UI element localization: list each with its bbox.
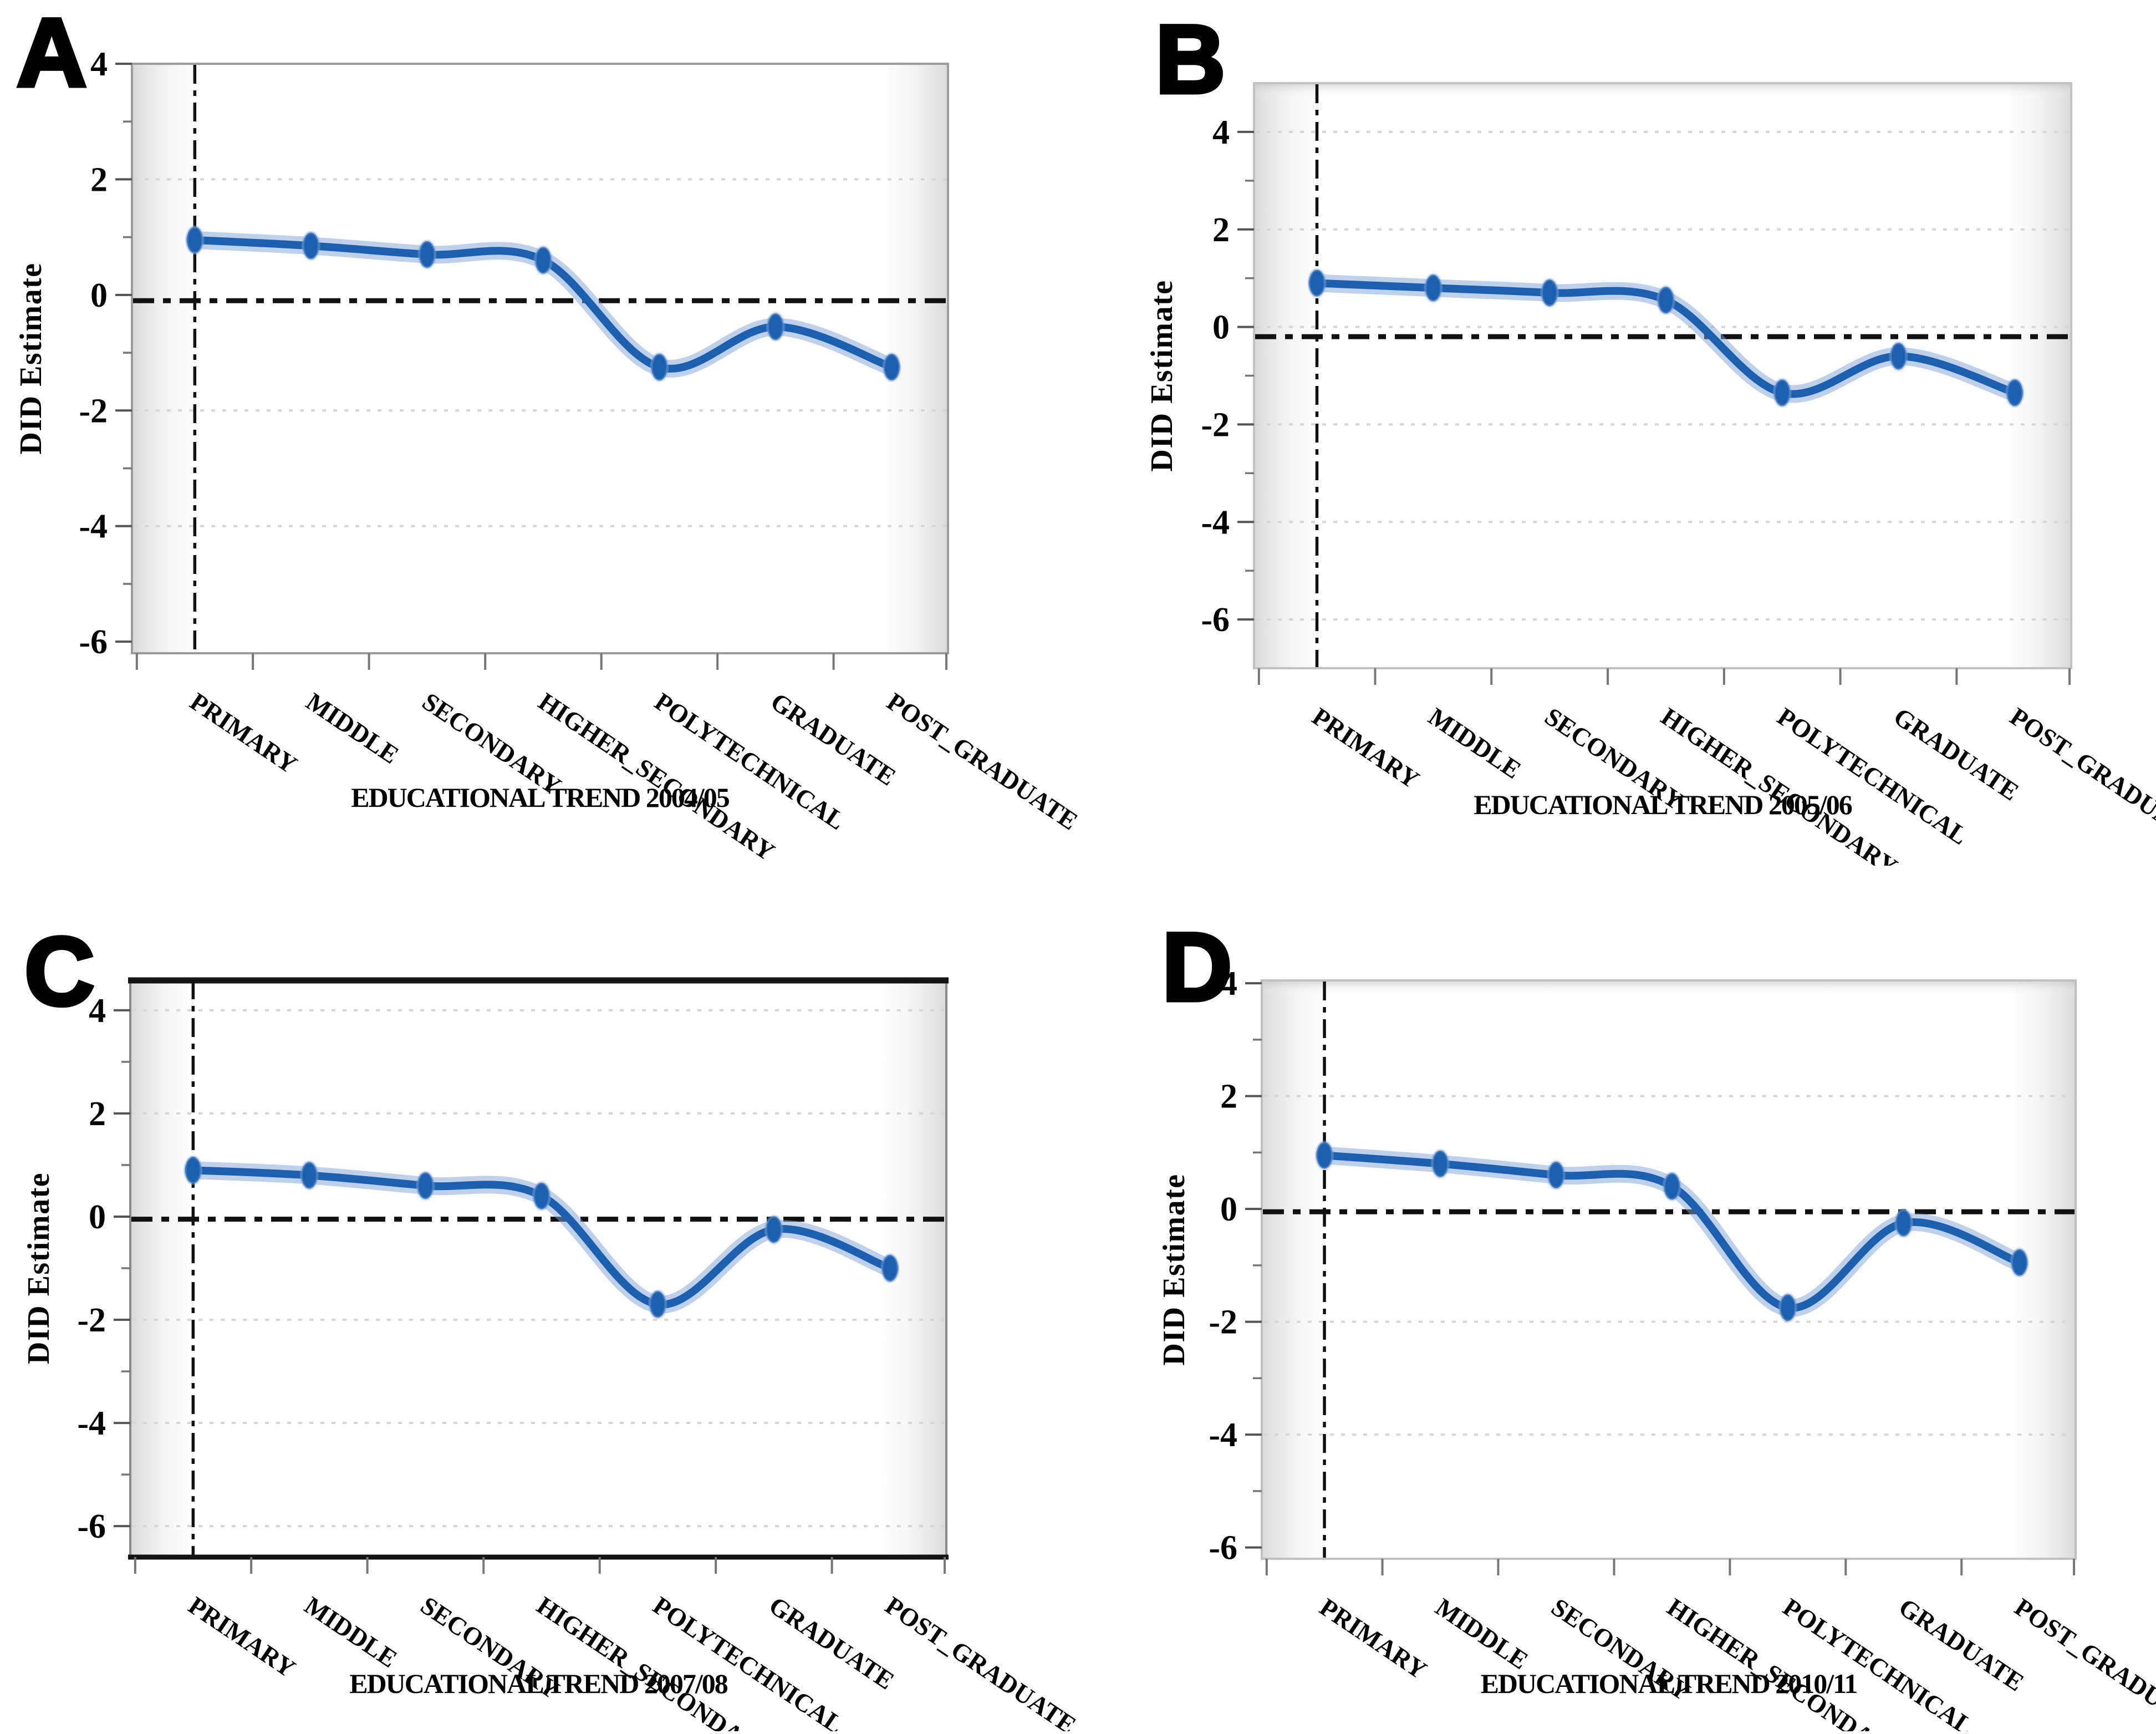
y-tick-label--4: -4 [1201,504,1230,541]
data-point-marker-POST_GRADUATE [880,1253,900,1283]
y-axis-title: DID Estimate [1145,279,1179,471]
y-axis-title: DID Estimate [14,262,48,454]
edge-shading-left [133,65,192,652]
data-point-marker-POST_GRADUATE [2010,1248,2029,1278]
edge-shading-top [1263,982,2075,996]
data-point-marker-HIGHER_SECONDARY [1656,285,1675,315]
panel-letter-D: D [1160,913,1234,1021]
y-tick-label--2: -2 [77,1301,106,1339]
data-point-marker-GRADUATE [766,312,785,342]
panel-C: C 4 2 0 -2 -4 -6 PRIMARY MIDDLE SECONDARY HIGHER_… [0,866,1081,1734]
x-axis-title: EDUCATIONAL TREND 2007/08 [349,1668,728,1699]
y-tick-label--2: -2 [1201,406,1230,444]
y-tick-label--2: -2 [79,392,108,430]
data-point-marker-PRIMARY [184,1155,203,1185]
x-category-label-PRIMARY: PRIMARY [184,1591,300,1683]
x-category-label-POST_GRADUATE: POST_GRADUATE [2005,702,2156,851]
y-tick-label-0: 0 [89,1198,106,1236]
x-category-label-MIDDLE: MIDDLE [1424,702,1526,784]
data-point-marker-POLYTECHNICAL [648,1289,667,1319]
y-tick-label-4: 4 [89,992,106,1030]
plot-frame [1261,979,2077,1560]
y-tick-label-2: 2 [1212,211,1230,249]
data-point-marker-HIGHER_SECONDARY [532,1181,551,1211]
data-point-marker-SECONDARY [416,1171,435,1201]
y-tick-label-2: 2 [89,1095,106,1133]
y-tick-label-0: 0 [90,277,108,314]
x-category-label-POLYTECHNICAL: POLYTECHNICAL [1772,702,1973,850]
data-point-marker-PRIMARY [185,225,205,255]
x-category-label-MIDDLE: MIDDLE [301,687,404,769]
y-axis-title: DID Estimate [22,1172,56,1364]
panel-A: A 4 2 0 -2 -4 -6 PRIMARY MIDDLE SECONDARY HIGHER_… [0,0,1083,866]
y-tick-label--4: -4 [77,1405,106,1442]
y-tick-label-2: 2 [90,161,108,199]
data-point-marker-POLYTECHNICAL [1778,1293,1797,1323]
x-axis-title: EDUCATIONAL TREND 2005/06 [1474,789,1852,820]
plot-frame [131,63,949,654]
y-tick-label--6: -6 [79,623,108,661]
y-axis-title: DID Estimate [1157,1173,1191,1365]
x-axis-title: EDUCATIONAL TREND 2010/11 [1481,1668,1857,1699]
y-tick-label--6: -6 [1209,1529,1237,1567]
data-point-marker-PRIMARY [1315,1140,1334,1170]
edge-shading-top [1255,84,2070,99]
data-point-marker-GRADUATE [764,1214,783,1244]
y-tick-label--6: -6 [77,1508,106,1545]
x-category-label-POST_GRADUATE: POST_GRADUATE [882,687,1078,836]
x-axis-title: EDUCATIONAL TREND 2004/05 [351,782,730,813]
data-point-marker-POST_GRADUATE [2005,378,2025,408]
panel-B: B 4 2 0 -2 -4 -6 PRIMARY MIDDLE SECONDARY HIGHER_… [1078,0,2156,881]
x-category-label-PRIMARY: PRIMARY [1307,702,1424,794]
y-tick-label-4: 4 [1220,965,1237,1003]
data-point-marker-POLYTECHNICAL [1772,378,1792,408]
data-point-marker-MIDDLE [299,1161,319,1191]
y-tick-label--4: -4 [79,508,108,546]
data-point-marker-MIDDLE [1424,273,1443,303]
x-category-label-POLYTECHNICAL: POLYTECHNICAL [650,687,850,835]
x-category-label-MIDDLE: MIDDLE [1430,1593,1533,1675]
x-category-label-MIDDLE: MIDDLE [299,1591,402,1673]
y-tick-label-4: 4 [90,45,108,83]
edge-shading-left [131,980,190,1556]
panel-letter-C: C [22,918,96,1026]
y-tick-label-4: 4 [1212,114,1230,151]
y-tick-label--6: -6 [1201,601,1230,639]
data-point-marker-HIGHER_SECONDARY [1662,1171,1681,1201]
data-point-marker-GRADUATE [1894,1208,1913,1238]
y-tick-label-0: 0 [1220,1191,1237,1228]
y-tick-label--4: -4 [1209,1416,1237,1454]
data-point-marker-SECONDARY [1540,278,1559,308]
data-point-marker-PRIMARY [1307,268,1327,298]
data-point-marker-GRADUATE [1889,341,1908,371]
data-point-marker-SECONDARY [1546,1160,1566,1190]
data-point-marker-POST_GRADUATE [882,352,901,382]
edge-shading-left [1255,84,1314,667]
x-category-label-PRIMARY: PRIMARY [1314,1593,1431,1685]
y-tick-label-2: 2 [1220,1078,1237,1116]
x-category-label-PRIMARY: PRIMARY [185,687,302,779]
edge-shading-right [2011,84,2070,667]
edge-shading-left [1263,982,1322,1558]
x-category-label-POST_GRADUATE: POST_GRADUATE [880,1591,1078,1731]
plot-frame [129,978,947,1558]
data-point-marker-MIDDLE [1430,1149,1450,1179]
x-category-label-POST_GRADUATE: POST_GRADUATE [2010,1593,2156,1731]
data-point-marker-SECONDARY [417,240,437,269]
data-point-marker-MIDDLE [301,231,320,261]
data-point-marker-HIGHER_SECONDARY [533,245,553,275]
edge-shading-right [888,65,947,652]
y-tick-label-0: 0 [1212,309,1230,347]
panel-letter-B: B [1153,6,1227,114]
data-point-marker-POLYTECHNICAL [650,352,669,382]
panel-letter-A: A [14,0,88,107]
y-tick-label--2: -2 [1209,1304,1237,1341]
panel-D: D 4 2 0 -2 -4 -6 PRIMARY MIDDLE SECONDARY HIGHER_… [1078,866,2156,1734]
